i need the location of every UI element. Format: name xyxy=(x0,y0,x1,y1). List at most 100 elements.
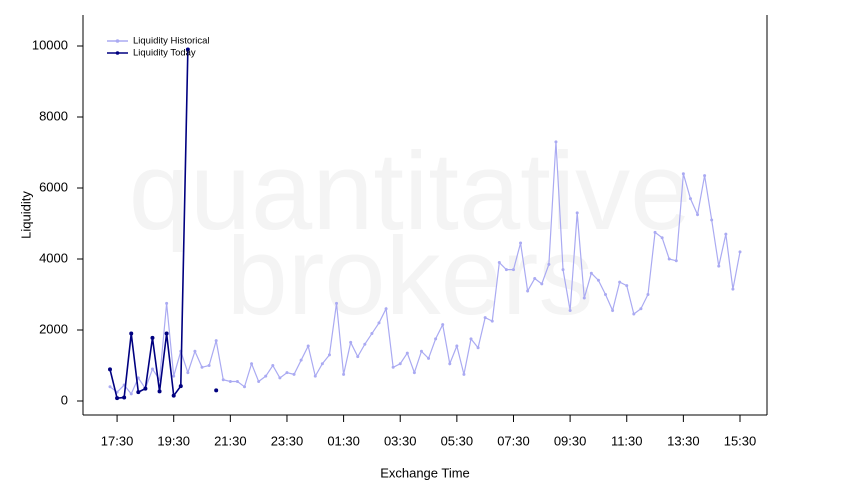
point xyxy=(356,355,360,359)
point xyxy=(448,362,452,366)
point xyxy=(681,172,685,176)
point xyxy=(250,362,254,366)
point xyxy=(122,395,127,400)
watermark: quantitative xyxy=(129,130,692,253)
point xyxy=(384,307,388,311)
point xyxy=(646,293,650,297)
y-tick-label: 4000 xyxy=(39,250,68,265)
point xyxy=(618,280,622,284)
x-axis-label: Exchange Time xyxy=(380,465,470,480)
y-tick-label: 8000 xyxy=(39,108,68,123)
legend-marker xyxy=(115,51,120,55)
point xyxy=(292,372,296,376)
x-tick-label: 11:30 xyxy=(611,433,643,448)
point xyxy=(483,316,487,320)
point xyxy=(639,307,643,311)
point xyxy=(186,371,190,375)
point xyxy=(136,376,140,380)
point xyxy=(257,379,261,383)
point xyxy=(299,358,303,362)
x-tick-label: 09:30 xyxy=(554,433,587,448)
point xyxy=(632,312,636,316)
x-tick-label: 17:30 xyxy=(101,433,134,448)
point xyxy=(221,378,225,382)
point xyxy=(462,372,466,376)
point xyxy=(589,271,593,275)
y-tick-label: 2000 xyxy=(39,321,68,336)
point xyxy=(335,301,339,305)
point xyxy=(136,390,141,395)
y-axis-label: Liquidity xyxy=(18,191,33,239)
point xyxy=(497,261,501,265)
point xyxy=(313,374,317,378)
watermark: brokers xyxy=(227,215,594,338)
point xyxy=(172,374,176,378)
point xyxy=(200,365,204,369)
point xyxy=(320,362,324,366)
point xyxy=(398,362,402,366)
point xyxy=(108,367,112,372)
point xyxy=(164,331,169,336)
x-tick-label: 13:30 xyxy=(667,433,700,448)
point xyxy=(738,250,742,254)
point xyxy=(490,319,494,323)
point xyxy=(476,346,480,350)
x-tick-label: 03:30 xyxy=(384,433,417,448)
point xyxy=(235,379,239,383)
point xyxy=(285,371,289,375)
point xyxy=(129,331,134,336)
x-tick-label: 15:30 xyxy=(724,433,757,448)
point xyxy=(427,356,431,360)
point xyxy=(391,365,395,369)
y-tick-label: 6000 xyxy=(39,179,68,194)
point xyxy=(193,349,197,353)
point xyxy=(242,385,246,389)
legend-label: Liquidity Historical xyxy=(133,36,210,47)
point xyxy=(306,344,310,348)
x-tick-label: 19:30 xyxy=(157,433,190,448)
point xyxy=(575,211,579,215)
point xyxy=(434,337,438,341)
point xyxy=(604,293,608,297)
x-tick-label: 23:30 xyxy=(271,433,304,448)
point xyxy=(625,284,629,288)
point xyxy=(143,386,148,391)
point xyxy=(264,374,268,378)
point xyxy=(327,353,331,357)
point xyxy=(688,197,692,201)
point xyxy=(667,257,671,261)
point xyxy=(674,259,678,263)
point xyxy=(178,384,183,389)
point xyxy=(611,308,615,312)
point xyxy=(115,396,120,401)
point xyxy=(349,340,353,344)
point xyxy=(370,332,374,336)
point xyxy=(441,323,445,327)
point xyxy=(342,372,346,376)
point xyxy=(724,232,728,236)
point xyxy=(377,321,381,325)
point xyxy=(171,393,176,398)
point xyxy=(554,140,558,144)
point xyxy=(717,264,721,268)
point xyxy=(405,351,409,355)
legend-marker xyxy=(115,39,120,43)
point xyxy=(185,47,190,52)
point xyxy=(108,385,112,389)
x-tick-label: 07:30 xyxy=(497,433,530,448)
point xyxy=(419,349,423,353)
point xyxy=(519,241,523,245)
point xyxy=(278,376,282,380)
point xyxy=(150,335,155,340)
point xyxy=(547,262,551,266)
point xyxy=(455,344,459,348)
point xyxy=(696,213,700,217)
point xyxy=(568,308,572,312)
point xyxy=(660,236,664,240)
x-tick-label: 05:30 xyxy=(441,433,474,448)
point xyxy=(214,339,218,343)
point xyxy=(533,277,537,281)
point xyxy=(228,379,232,383)
point xyxy=(469,337,473,341)
